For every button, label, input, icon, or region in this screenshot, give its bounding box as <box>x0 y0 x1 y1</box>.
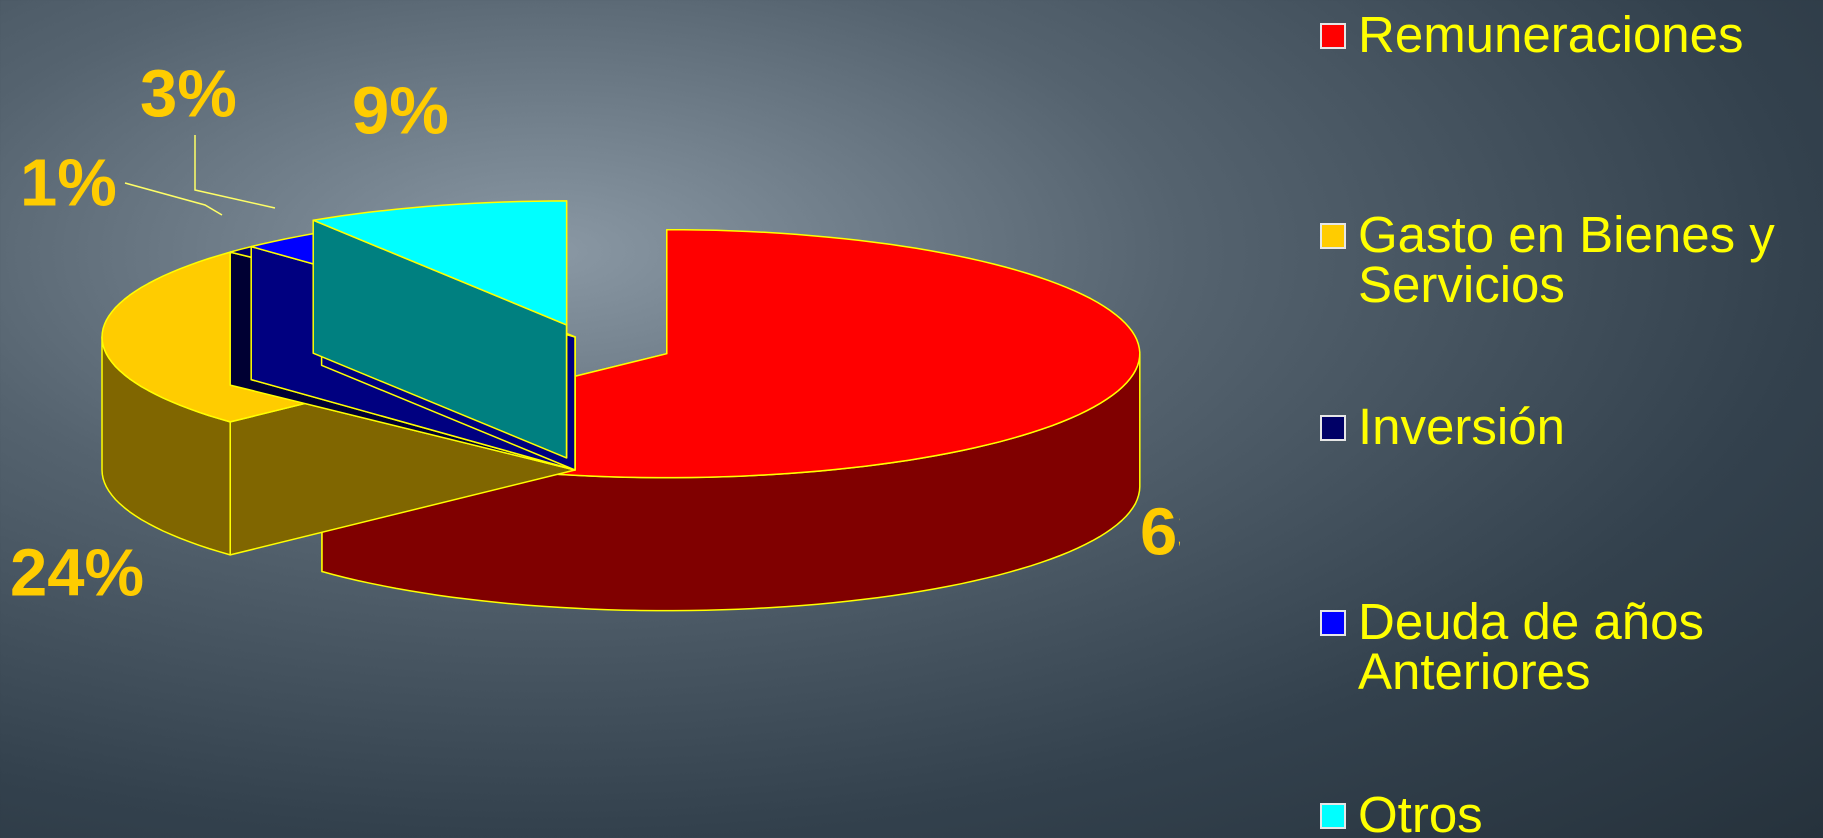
legend-item: Inversión <box>1320 398 1808 455</box>
value-label: 63% <box>1140 495 1180 570</box>
leader-line <box>194 135 276 209</box>
legend-swatch <box>1320 415 1346 441</box>
legend-item: Remuneraciones <box>1320 6 1808 63</box>
leader-line <box>124 182 223 216</box>
legend-label: Otros <box>1358 786 1483 838</box>
legend-label: Gasto en Bienes y Servicios <box>1358 206 1775 313</box>
legend-swatch <box>1320 803 1346 829</box>
legend-item: Gasto en Bienes y Servicios <box>1320 206 1808 313</box>
legend-swatch <box>1320 23 1346 49</box>
legend-swatch <box>1320 223 1346 249</box>
legend-item: Deuda de años Anteriores <box>1320 593 1808 700</box>
pie-slice <box>312 200 568 459</box>
legend: Remuneraciones Gasto en Bienes y Servicio… <box>1320 0 1820 838</box>
value-label: 9% <box>352 74 449 149</box>
value-label: 3% <box>140 57 237 132</box>
legend-label: Remuneraciones <box>1358 6 1744 63</box>
value-label: 1% <box>20 146 117 221</box>
legend-swatch <box>1320 610 1346 636</box>
legend-label: Inversión <box>1358 398 1565 455</box>
legend-label: Deuda de años Anteriores <box>1358 593 1704 700</box>
slice-top <box>312 200 568 326</box>
legend-item: Otros <box>1320 786 1808 838</box>
value-label: 24% <box>10 536 144 611</box>
chart: 63% 24% 1% 3% 9% <box>10 57 1180 612</box>
